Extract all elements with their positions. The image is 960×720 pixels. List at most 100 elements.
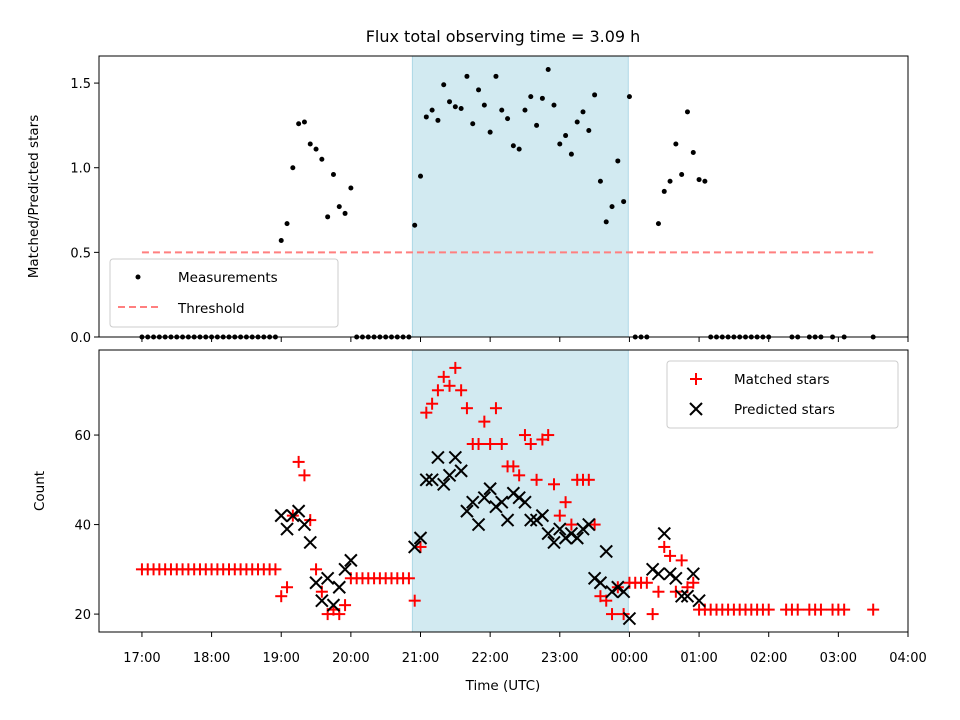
- predicted-star-point: [297, 517, 312, 532]
- predicted-star-point: [419, 473, 434, 487]
- x-tick-label: 23:00: [541, 651, 578, 666]
- measurement-point: [679, 171, 685, 177]
- measurement-point: [603, 219, 609, 225]
- top-y-tick-label: 0.0: [70, 331, 91, 346]
- matched-star-point: [449, 361, 462, 374]
- measurement-point: [307, 141, 313, 147]
- top-y-tick-label: 1.0: [70, 162, 91, 177]
- predicted-star-point: [326, 598, 341, 612]
- measurement-point: [487, 129, 493, 135]
- predicted-star-point: [280, 522, 294, 536]
- matched-star-point: [542, 429, 555, 442]
- predicted-star-point: [582, 517, 596, 532]
- matched-star-point: [489, 402, 502, 415]
- matched-star-point: [559, 496, 572, 509]
- predicted-star-point: [471, 517, 486, 532]
- x-tick-label: 03:00: [820, 651, 857, 666]
- predicted-star-point: [408, 540, 422, 554]
- bottom-y-tick-label: 20: [74, 608, 91, 623]
- measurement-point: [673, 141, 679, 147]
- predicted-star-point: [593, 576, 608, 590]
- matched-star-point: [478, 415, 491, 428]
- top-legend-frame: [109, 258, 339, 328]
- measurement-point: [429, 107, 435, 113]
- predicted-star-point: [518, 495, 532, 509]
- measurement-point: [586, 127, 592, 133]
- predicted-star-point: [431, 450, 445, 465]
- bottom-y-tick-label: 40: [74, 519, 91, 534]
- bottom-panel: 20 40 60 17:00 18:00 19:00 20:00 21:00 22:00 23:…: [32, 349, 927, 694]
- measurement-point: [626, 94, 632, 100]
- measurement-point: [348, 185, 354, 191]
- measurement-point: [516, 146, 522, 152]
- predicted-star-point: [500, 513, 515, 527]
- predicted-star-point: [483, 482, 497, 496]
- chart-title: Flux total observing time = 3.09 h: [366, 27, 641, 46]
- x-tick-label: 19:00: [262, 651, 299, 666]
- predicted-star-point: [535, 508, 550, 523]
- predicted-star-point: [315, 593, 329, 608]
- matched-star-point: [658, 540, 671, 553]
- measurement-point: [655, 221, 661, 227]
- matched-star-point: [762, 603, 775, 616]
- measurement-point: [667, 178, 673, 184]
- measurement-point: [452, 104, 458, 110]
- legend-predicted-marker: [689, 402, 703, 416]
- bottom-observing-band: [411, 349, 629, 633]
- top-y-axis-label: Matched/Predicted stars: [26, 115, 42, 278]
- predicted-star-point: [460, 504, 474, 518]
- x-tick-label: 00:00: [611, 651, 648, 666]
- measurement-point: [534, 122, 540, 128]
- matched-star-point: [484, 438, 497, 450]
- predicted-star-point: [413, 531, 428, 545]
- measurement-point: [551, 102, 557, 108]
- matched-star-point: [460, 402, 473, 415]
- matched-star-point: [606, 608, 619, 621]
- predicted-star-point: [338, 562, 352, 577]
- top-panel: 0.0 0.5 1.0 1.5 Matched/Predicted stars Mea…: [26, 55, 909, 346]
- measurement-point: [493, 73, 499, 79]
- measurement-point: [458, 105, 464, 111]
- measurement-point: [447, 99, 453, 105]
- matched-star-point: [640, 576, 653, 589]
- matched-star-point: [524, 438, 537, 450]
- measurement-point: [441, 82, 447, 88]
- matched-star-point: [838, 603, 851, 616]
- predicted-star-point: [291, 504, 306, 518]
- x-tick-label: 17:00: [123, 651, 160, 666]
- matched-star-point: [791, 603, 804, 616]
- measurement-point: [284, 221, 290, 227]
- measurement-point: [563, 133, 569, 139]
- x-tick-label: 21:00: [402, 651, 439, 666]
- matched-star-point: [675, 554, 688, 567]
- measurement-point: [470, 121, 476, 127]
- matched-star-point: [652, 585, 665, 598]
- matched-star-point: [513, 469, 526, 482]
- measurement-point: [684, 109, 690, 115]
- matched-star-point: [646, 608, 659, 621]
- measurement-point: [615, 158, 621, 164]
- measurement-point: [412, 222, 418, 228]
- measurement-point: [539, 95, 545, 101]
- bottom-y-tick-label: 60: [74, 429, 91, 444]
- predicted-star-point: [437, 477, 451, 491]
- matched-star-point: [420, 406, 433, 419]
- measurement-point: [568, 151, 574, 157]
- measurement-point: [702, 178, 708, 184]
- predicted-star-point: [651, 567, 666, 581]
- measurement-point: [435, 117, 441, 123]
- predicted-star-point: [657, 526, 671, 541]
- measurement-point: [325, 214, 331, 220]
- x-tick-label: 04:00: [889, 651, 926, 666]
- measurement-point: [336, 204, 342, 210]
- legend-predicted-label: Predicted stars: [734, 402, 835, 418]
- measurement-point: [510, 143, 516, 149]
- measurement-point: [528, 94, 534, 100]
- matched-star-point: [814, 603, 827, 616]
- measurement-point: [580, 109, 586, 115]
- measurement-point: [545, 67, 551, 73]
- measurement-point: [597, 178, 603, 184]
- matched-star-point: [275, 590, 288, 603]
- legend-measurements-marker: [135, 274, 141, 280]
